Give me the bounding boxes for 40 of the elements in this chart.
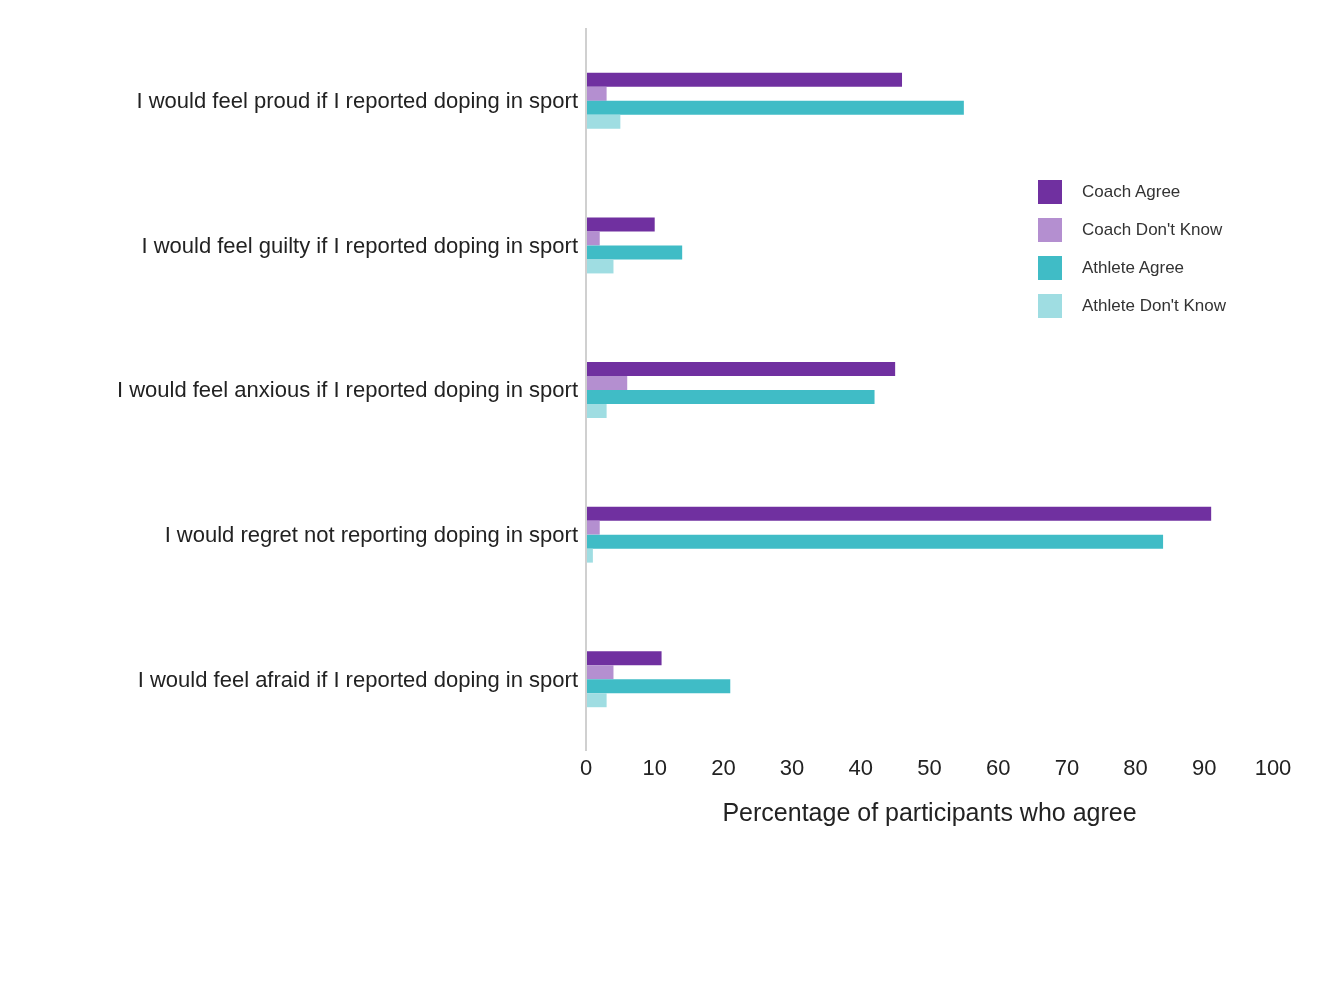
bar — [586, 362, 896, 377]
x-tick-label: 100 — [1254, 754, 1292, 780]
bar — [586, 520, 600, 535]
bar — [586, 114, 621, 129]
bar — [586, 390, 875, 405]
bar — [586, 86, 607, 101]
x-tick-label: 70 — [1054, 754, 1080, 780]
bar — [586, 693, 607, 708]
bar — [586, 679, 731, 694]
x-tick-label: 60 — [985, 754, 1011, 780]
x-tick-label: 20 — [711, 754, 736, 780]
y-tick-label: I would feel guilty if I reported doping in sport — [141, 232, 578, 258]
bar — [586, 231, 600, 246]
legend-label: Coach Agree — [1082, 182, 1181, 202]
bar — [586, 665, 614, 680]
x-tick-label: 50 — [917, 754, 942, 780]
y-tick-label: I would regret not reporting doping in sport — [164, 521, 578, 547]
legend-label: Athlete Don't Know — [1082, 296, 1227, 316]
bar — [586, 534, 1164, 549]
bar — [586, 651, 662, 666]
y-tick-label: I would feel anxious if I reported doping in sport — [116, 377, 578, 403]
bar — [586, 376, 628, 391]
x-axis-title: Percentage of participants who agree — [722, 798, 1137, 826]
bar — [586, 217, 655, 232]
bar — [586, 72, 903, 87]
x-tick-label: 40 — [848, 754, 874, 780]
y-tick-label: I would feel proud if I reported doping in sport — [136, 88, 578, 114]
x-tick-label: 10 — [642, 754, 667, 780]
bar — [586, 245, 683, 260]
bar — [586, 259, 614, 274]
x-tick-label: 90 — [1192, 754, 1217, 780]
x-tick-label: 30 — [779, 754, 805, 780]
bar — [586, 100, 964, 115]
y-tick-label: I would feel afraid if I reported doping in sport — [137, 666, 578, 692]
legend-label: Athlete Agree — [1082, 258, 1185, 278]
x-tick-label: 80 — [1123, 754, 1148, 780]
x-tick-label: 0 — [579, 754, 593, 780]
legend-label: Coach Don't Know — [1082, 220, 1223, 240]
bar — [586, 404, 607, 419]
bar — [586, 506, 1212, 521]
